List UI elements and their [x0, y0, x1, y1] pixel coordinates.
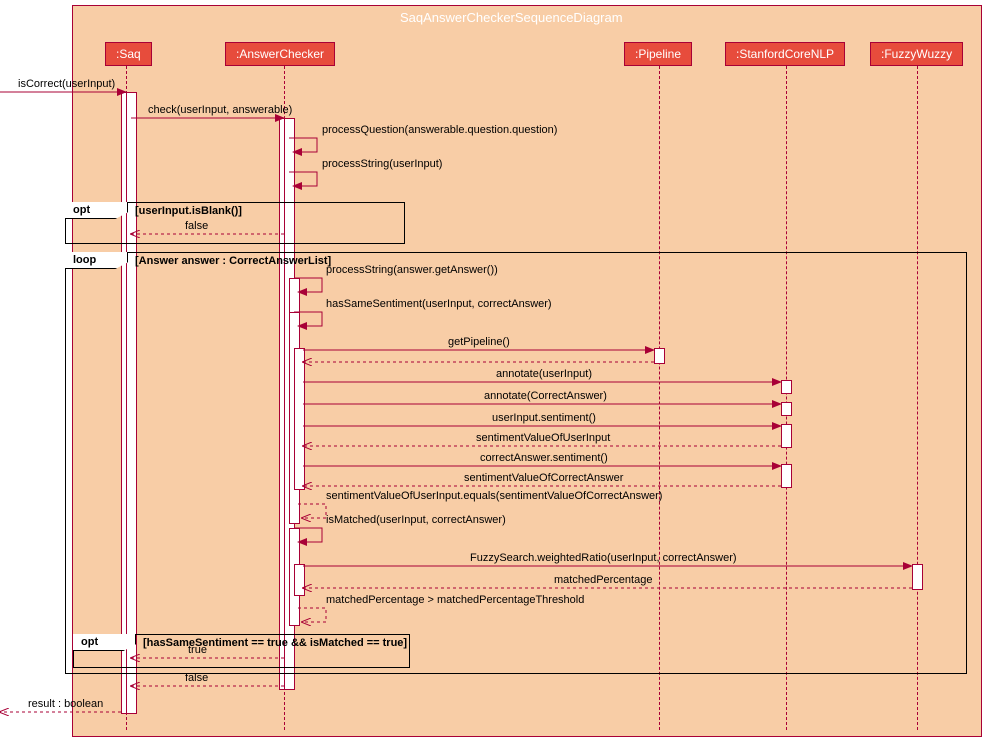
- fragment-guard-2: [hasSameSentiment == true && isMatched =…: [143, 637, 407, 649]
- message-6: hasSameSentiment(userInput, correctAnswe…: [326, 298, 552, 310]
- fragment-type-0: opt: [65, 202, 128, 219]
- message-3: processString(userInput): [322, 158, 442, 170]
- fragment-type-2: opt: [73, 634, 136, 651]
- message-1: check(userInput, answerable): [148, 104, 292, 116]
- message-11: userInput.sentiment(): [492, 412, 596, 424]
- message-15: sentimentValueOfUserInput.equals(sentime…: [326, 490, 662, 502]
- message-0: isCorrect(userInput): [18, 78, 115, 90]
- message-17: FuzzySearch.weightedRatio(userInput, cor…: [470, 552, 737, 564]
- participant-pipe: :Pipeline: [624, 42, 692, 66]
- fragment-guard-1: [Answer answer : CorrectAnswerList]: [135, 255, 331, 267]
- message-19: matchedPercentage > matchedPercentageThr…: [326, 594, 584, 606]
- message-5: processString(answer.getAnswer()): [326, 264, 498, 276]
- fragment-guard-0: [userInput.isBlank()]: [135, 205, 242, 217]
- participant-saq: :Saq: [105, 42, 152, 66]
- message-20: true: [188, 644, 207, 656]
- message-14: sentimentValueOfCorrectAnswer: [464, 472, 623, 484]
- message-22: result : boolean: [28, 698, 103, 710]
- message-16: isMatched(userInput, correctAnswer): [326, 514, 506, 526]
- participant-fuzzy: :FuzzyWuzzy: [870, 42, 963, 66]
- message-12: sentimentValueOfUserInput: [476, 432, 610, 444]
- message-13: correctAnswer.sentiment(): [480, 452, 608, 464]
- participant-nlp: :StanfordCoreNLP: [725, 42, 845, 66]
- participant-checker: :AnswerChecker: [225, 42, 335, 66]
- message-10: annotate(CorrectAnswer): [484, 390, 607, 402]
- diagram-title: SaqAnswerCheckerSequenceDiagram: [400, 10, 623, 25]
- message-7: getPipeline(): [448, 336, 510, 348]
- message-9: annotate(userInput): [496, 368, 592, 380]
- message-4: false: [185, 220, 208, 232]
- message-18: matchedPercentage: [554, 574, 652, 586]
- message-2: processQuestion(answerable.question.ques…: [322, 124, 557, 136]
- fragment-type-1: loop: [65, 252, 128, 269]
- message-21: false: [185, 672, 208, 684]
